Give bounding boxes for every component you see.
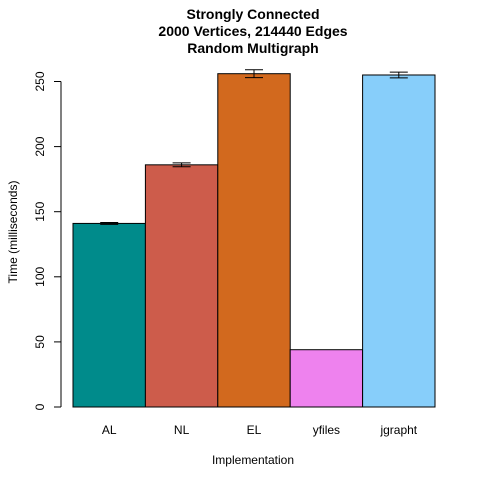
x-tick-label-nl: NL [174,423,190,437]
bar-el [217,73,291,408]
chart-title-line-2: 2000 Vertices, 214440 Edges [158,23,347,39]
y-axis: 0 50 100 150 200 250 [33,71,62,410]
y-tick-label: 200 [33,136,47,156]
error-bar-al [100,222,119,225]
x-tick-label-al: AL [102,423,117,437]
x-axis-label: Implementation [212,453,294,467]
error-bar-jgrapht [389,71,408,79]
bar-al [72,222,146,408]
x-tick-labels: AL NL EL yfiles jgrapht [102,423,418,437]
x-tick-label-el: EL [247,423,262,437]
x-tick-label-yfiles: yfiles [313,423,340,437]
error-bar-nl [172,162,191,168]
chart-title-line-1: Strongly Connected [186,6,319,22]
bars-group [72,69,436,408]
bar-jgrapht [362,74,436,408]
y-tick-label: 250 [33,71,47,91]
error-bar-el [245,69,263,79]
y-tick-label: 0 [33,403,47,410]
y-axis-label: Time (milliseconds) [6,181,20,284]
bar-nl [144,164,219,408]
chart-title-line-3: Random Multigraph [187,40,318,56]
y-tick-label: 50 [33,335,47,349]
x-tick-label-jgrapht: jgrapht [379,423,417,437]
bar-yfiles [289,349,364,408]
y-tick-label: 100 [33,266,47,286]
y-tick-label: 150 [33,201,47,221]
